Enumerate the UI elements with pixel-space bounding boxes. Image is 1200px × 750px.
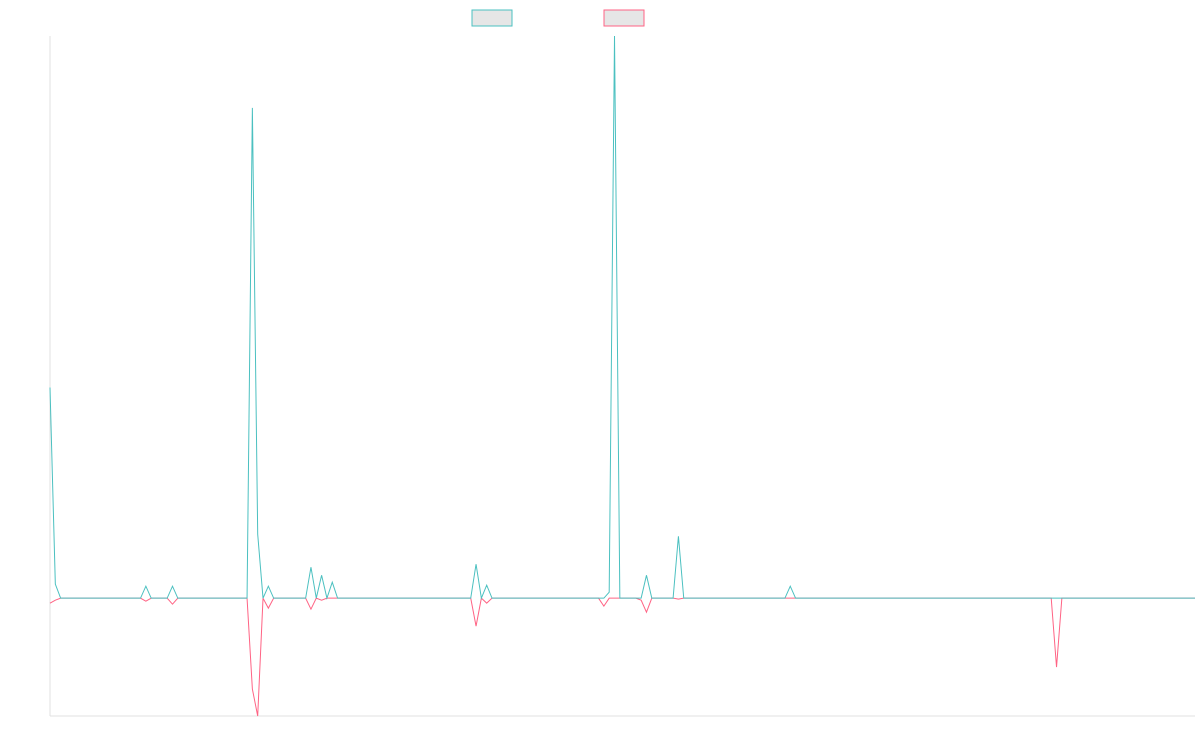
series-line [49,596,1195,717]
legend-swatch [471,9,513,27]
legend-swatch [603,9,645,27]
series-line [49,35,1195,601]
